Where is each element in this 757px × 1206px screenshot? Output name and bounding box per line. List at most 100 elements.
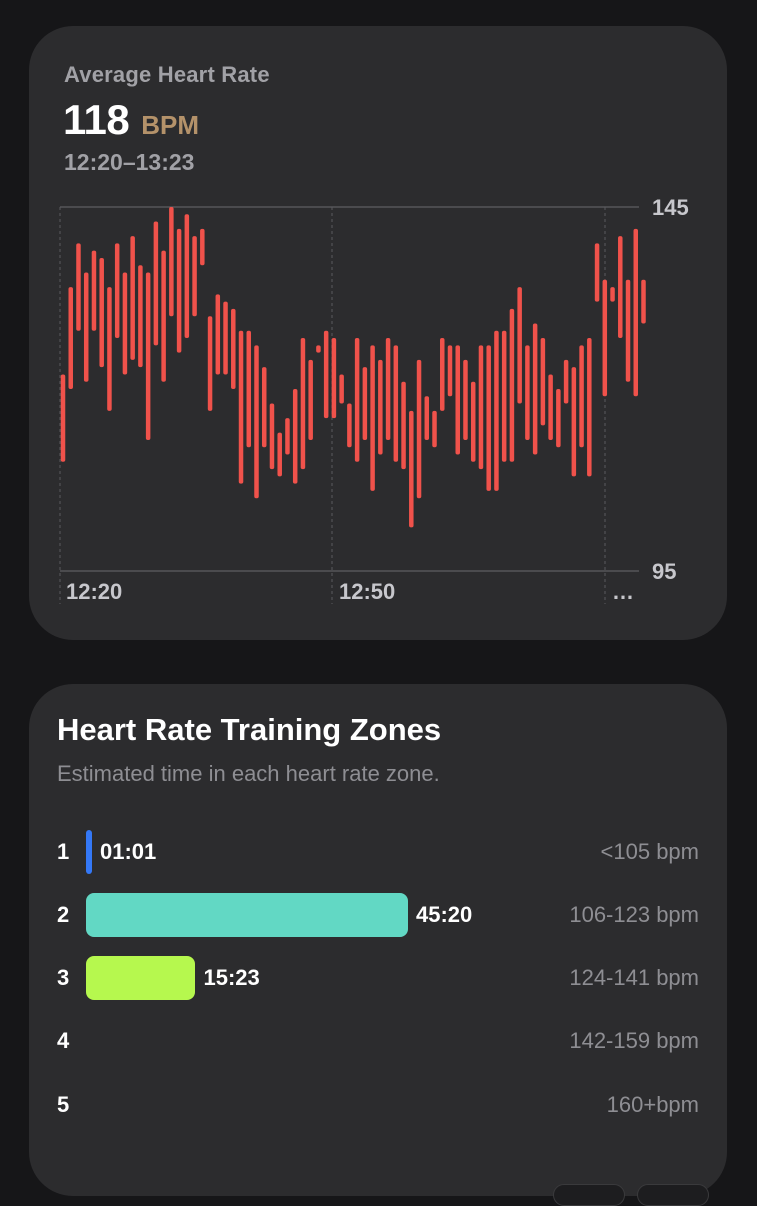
zone-row-3: 3 15:23 124-141 bpm bbox=[29, 956, 727, 1000]
range-bar bbox=[602, 279, 608, 397]
range-bar bbox=[641, 279, 646, 324]
range-bar bbox=[532, 323, 538, 455]
range-bar bbox=[200, 228, 205, 266]
range-bar bbox=[83, 272, 89, 382]
average-heart-rate-card[interactable]: Average Heart Rate 118 BPM 12:20–13:23 1… bbox=[29, 26, 727, 640]
zone-row-4: 4 142-159 bpm bbox=[29, 1019, 727, 1063]
zone-bar bbox=[86, 956, 196, 1000]
range-bar bbox=[633, 228, 639, 397]
range-bar bbox=[176, 228, 182, 353]
range-bar bbox=[494, 330, 499, 491]
y-tick-label: 95 bbox=[652, 559, 676, 584]
range-bar bbox=[548, 374, 553, 440]
partial-control-left[interactable] bbox=[553, 1184, 625, 1206]
range-bar bbox=[594, 243, 600, 302]
range-bar bbox=[238, 330, 244, 484]
heart-rate-time-range: 12:20–13:23 bbox=[64, 149, 195, 175]
range-bar bbox=[91, 250, 97, 331]
range-bar bbox=[370, 345, 375, 491]
zone-range: 160+bpm bbox=[606, 1092, 699, 1117]
partial-control-right[interactable] bbox=[637, 1184, 709, 1206]
range-bar bbox=[223, 301, 228, 375]
range-bar bbox=[300, 338, 306, 470]
range-bar bbox=[424, 396, 430, 440]
range-bar bbox=[447, 345, 453, 397]
range-bar bbox=[463, 359, 468, 440]
zone-row-1: 1 01:01 <105 bpm bbox=[29, 830, 727, 874]
range-bar bbox=[347, 403, 352, 448]
heart-rate-unit: BPM bbox=[141, 110, 200, 140]
range-bar bbox=[192, 236, 197, 317]
range-bar bbox=[378, 359, 383, 455]
heart-rate-label: Average Heart Rate bbox=[64, 62, 270, 87]
range-bar bbox=[231, 308, 236, 389]
y-tick-label: 145 bbox=[652, 195, 689, 220]
range-bar bbox=[571, 367, 577, 477]
range-bar bbox=[432, 410, 437, 448]
range-bar bbox=[68, 287, 73, 389]
range-bar bbox=[161, 250, 166, 382]
range-bar bbox=[323, 330, 329, 419]
zone-time: 15:23 bbox=[203, 965, 260, 990]
range-bar bbox=[292, 389, 298, 484]
range-bar bbox=[107, 287, 112, 411]
range-bar bbox=[285, 418, 290, 455]
range-bar bbox=[215, 294, 221, 375]
range-bar bbox=[409, 410, 414, 528]
range-bar bbox=[517, 287, 522, 404]
zone-range: 142-159 bpm bbox=[569, 1028, 699, 1053]
range-bar bbox=[610, 287, 615, 302]
range-bar bbox=[130, 236, 135, 360]
range-bar bbox=[122, 272, 128, 375]
range-bar bbox=[509, 308, 515, 462]
range-bar bbox=[362, 367, 368, 440]
range-bar bbox=[60, 374, 66, 462]
x-tick-label: … bbox=[612, 579, 634, 604]
zone-number: 2 bbox=[57, 902, 70, 927]
zones-subtitle: Estimated time in each heart rate zone. bbox=[57, 761, 440, 786]
range-bar bbox=[486, 345, 491, 491]
range-bar bbox=[455, 345, 460, 455]
range-bar bbox=[393, 345, 399, 462]
zone-number: 1 bbox=[57, 839, 70, 864]
zone-number: 3 bbox=[57, 965, 70, 990]
range-bar bbox=[169, 207, 174, 317]
zone-time: 45:20 bbox=[416, 902, 473, 927]
zone-bar bbox=[86, 830, 92, 874]
range-bar bbox=[331, 338, 337, 419]
range-bar bbox=[145, 272, 151, 440]
x-tick-label: 12:20 bbox=[66, 579, 122, 604]
zone-time: 01:01 bbox=[100, 839, 157, 864]
range-bar bbox=[587, 338, 592, 477]
range-bar bbox=[184, 214, 190, 339]
range-bar bbox=[99, 257, 104, 368]
heart-rate-chart[interactable]: 145 95 12:20 12:50 … bbox=[29, 26, 727, 640]
range-bar bbox=[308, 359, 313, 440]
range-bar bbox=[440, 338, 445, 411]
x-tick-label: 12:50 bbox=[339, 579, 395, 604]
range-bar bbox=[261, 367, 267, 448]
range-bar bbox=[269, 403, 275, 470]
range-bar bbox=[401, 381, 406, 470]
range-bar bbox=[246, 330, 252, 448]
zone-number: 5 bbox=[57, 1092, 70, 1117]
zone-range: 124-141 bpm bbox=[569, 965, 699, 990]
range-bar bbox=[153, 221, 159, 346]
range-bar bbox=[525, 345, 530, 440]
range-bar bbox=[76, 243, 81, 331]
zone-row-2: 2 45:20 106-123 bpm bbox=[29, 893, 727, 937]
range-bar bbox=[416, 359, 422, 499]
range-bar bbox=[354, 338, 360, 462]
range-bar bbox=[470, 381, 476, 462]
range-bar bbox=[579, 345, 584, 448]
range-bar bbox=[540, 338, 546, 426]
range-bar bbox=[556, 389, 561, 448]
range-bar bbox=[478, 345, 484, 470]
zone-bar bbox=[86, 893, 408, 937]
range-bar bbox=[114, 243, 120, 339]
range-bar bbox=[277, 432, 282, 477]
range-bar bbox=[207, 316, 213, 411]
range-bar bbox=[501, 330, 507, 462]
range-bar bbox=[625, 279, 631, 382]
range-bar bbox=[254, 345, 259, 499]
